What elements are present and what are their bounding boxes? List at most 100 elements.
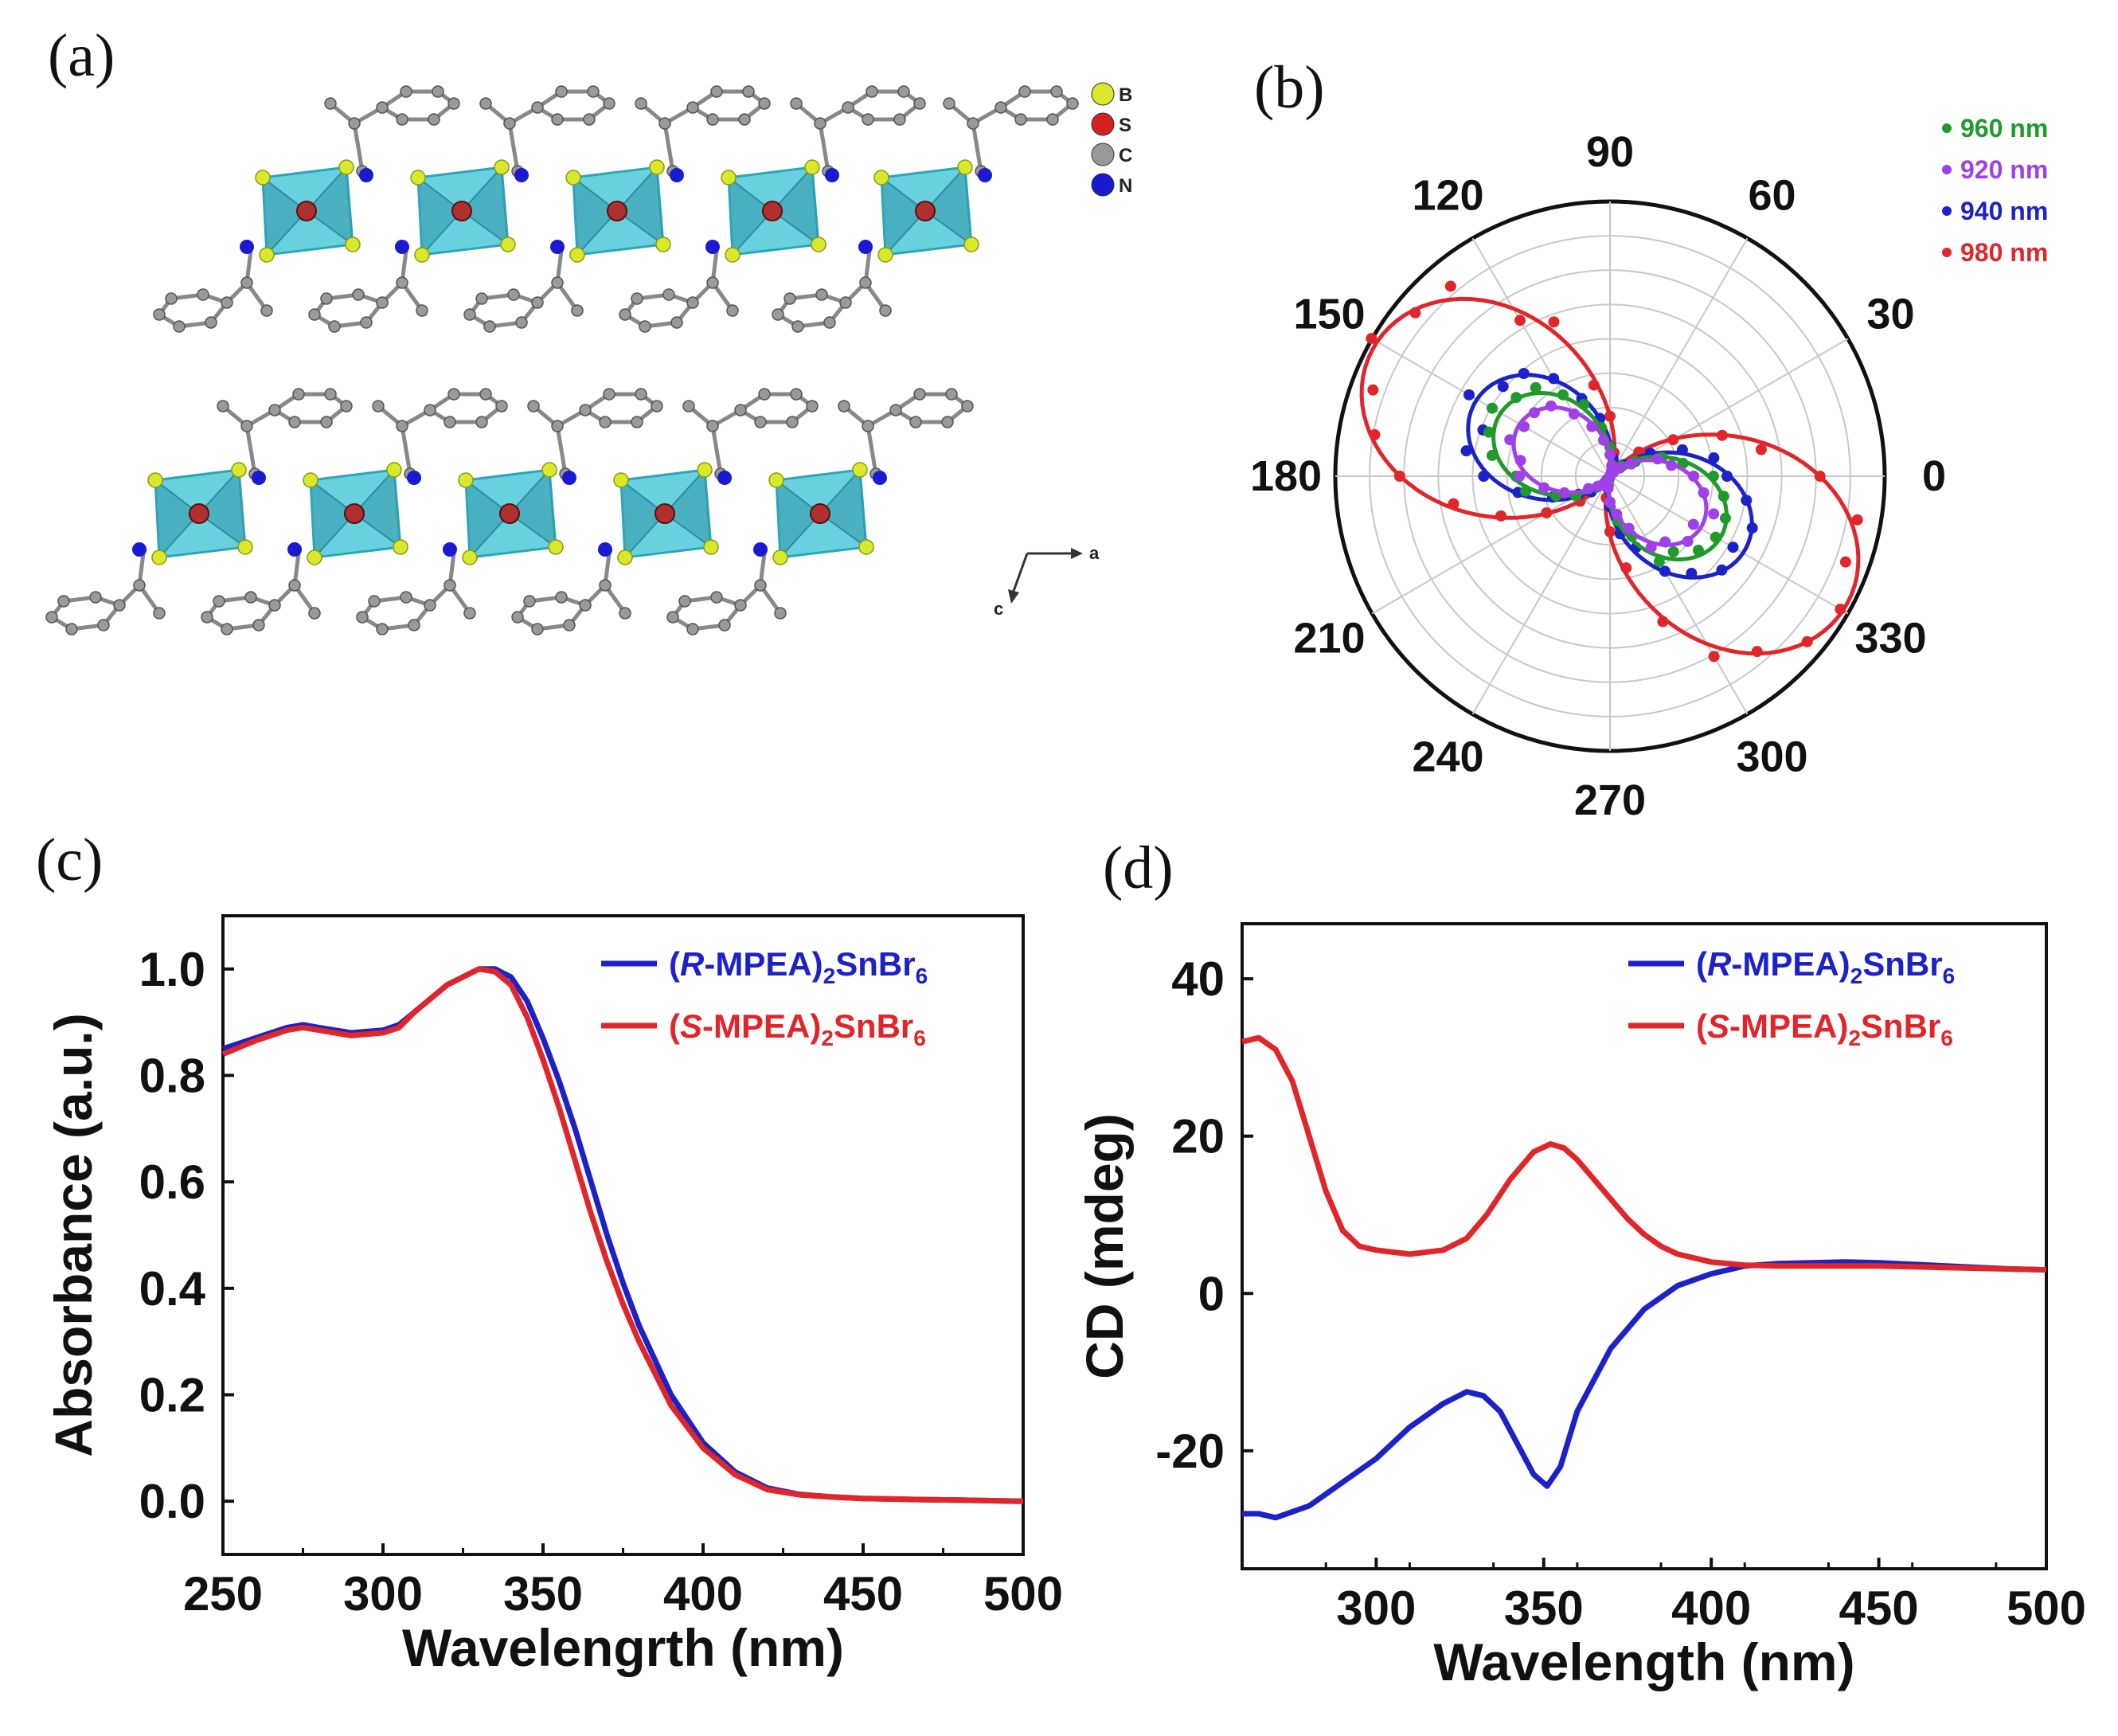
carbon-atom — [754, 579, 767, 592]
carbon-atom — [292, 388, 305, 401]
bromine-atom — [303, 472, 318, 488]
carbon-atom — [791, 320, 804, 333]
polar-data-point — [1686, 568, 1698, 580]
polar-data-point — [1746, 522, 1758, 534]
octahedron-face — [510, 470, 556, 547]
legend-label-part: -MPEA) — [1729, 1007, 1848, 1045]
nitrogen-atom — [514, 168, 529, 182]
polar-data-point — [1682, 535, 1694, 547]
carbon-atom — [153, 607, 166, 620]
polar-data-point — [1393, 471, 1405, 482]
polar-data-point — [1710, 531, 1721, 543]
carbon-atom — [368, 595, 381, 608]
polar-angle-tick: 150 — [1293, 291, 1365, 338]
polar-data-point — [1716, 429, 1728, 441]
carbon-atom — [252, 619, 265, 631]
carbon-atom — [571, 304, 584, 317]
panel-label-b: (b) — [1254, 54, 1325, 121]
nitrogen-atom — [240, 240, 254, 254]
cation-bonds — [484, 102, 539, 172]
carbon-atom — [221, 296, 233, 309]
carbon-atom — [1066, 97, 1079, 110]
carbon-atom — [862, 113, 874, 126]
bromine-atom — [703, 539, 719, 555]
polar-data-point — [1851, 514, 1863, 526]
x-tick-label: 450 — [1839, 1582, 1919, 1635]
polar-data-point — [1487, 402, 1499, 414]
carbon-atom — [838, 400, 850, 412]
polar-angle-tick: 210 — [1293, 615, 1365, 663]
x-tick-label: 300 — [1336, 1582, 1416, 1635]
polar-spoke — [1609, 237, 1749, 477]
carbon-atom — [360, 316, 373, 329]
carbon-atom — [551, 420, 564, 432]
carbon-atom — [356, 611, 369, 624]
atom-legend-label: B — [1119, 84, 1132, 106]
legend-label: (R-MPEA)2SnBr6 — [1696, 945, 1955, 988]
tin-atom — [344, 503, 365, 524]
nitrogen-atom — [978, 168, 992, 182]
nitrogen-atom — [407, 471, 421, 485]
tin-atom — [499, 503, 520, 524]
legend-label-part: -MPEA) — [702, 1007, 821, 1045]
bromine-atom — [414, 247, 430, 263]
carbon-atom — [686, 623, 699, 635]
cation-bonds — [329, 102, 384, 172]
carbon-atom — [839, 296, 852, 309]
bromine-atom — [231, 462, 247, 478]
carbon-atom — [432, 85, 444, 98]
axis-c-label: c — [994, 599, 1003, 619]
carbon-atom — [563, 619, 576, 631]
bromine-atom — [811, 237, 826, 252]
polar-data-point — [1688, 471, 1700, 482]
x-tick-label: 500 — [2007, 1582, 2086, 1635]
carbon-atom — [408, 619, 420, 631]
bromine-atom — [613, 472, 629, 488]
carbon-atom — [463, 308, 476, 321]
carbon-atom — [324, 97, 337, 110]
carbon-atom — [400, 85, 412, 98]
legend-label-part: ( — [669, 1007, 680, 1045]
carbon-atom — [376, 623, 389, 635]
polar-data-point — [1721, 471, 1733, 482]
bromine-atom — [462, 549, 478, 565]
tin-atom — [810, 503, 830, 524]
tin-atom — [762, 201, 783, 221]
carbon-atom — [893, 113, 906, 126]
polar-angle-tick: 120 — [1412, 172, 1483, 220]
polar-data-point — [1460, 445, 1472, 457]
atom-legend-swatch-icon — [1091, 82, 1115, 106]
polar-data-point — [1651, 453, 1663, 465]
carbon-atom — [444, 416, 456, 428]
cation-bonds — [842, 405, 897, 475]
polar-legend-marker-icon — [1942, 123, 1952, 133]
polar-legend-marker-icon — [1942, 165, 1952, 174]
series-line — [221, 966, 1024, 1504]
bromine-atom — [410, 170, 426, 186]
carbon-atom — [244, 591, 257, 604]
carbon-atom — [515, 316, 528, 329]
carbon-atom — [758, 97, 771, 110]
carbon-atom — [240, 276, 253, 289]
bromine-atom — [873, 170, 889, 186]
polar-data-point — [1687, 518, 1699, 530]
carbon-atom — [734, 599, 747, 612]
legend-label: (R-MPEA)2SnBr6 — [669, 945, 928, 988]
bromine-atom — [494, 159, 510, 175]
polar-data-point — [1530, 381, 1542, 393]
carbon-atom — [555, 591, 568, 604]
polar-data-point — [1478, 471, 1490, 482]
carbon-atom — [1014, 113, 1027, 126]
y-tick-label: 40 — [1171, 952, 1225, 1006]
polar-legend-label: 920 nm — [1960, 155, 2048, 184]
bromine-atom — [338, 159, 354, 175]
x-tick-label: 400 — [1671, 1582, 1751, 1635]
polar-data-point — [1409, 307, 1421, 319]
series-line — [1241, 1034, 2047, 1273]
polar-spoke — [1471, 475, 1611, 715]
polar-data-point — [1463, 389, 1475, 401]
carbon-atom — [662, 288, 675, 301]
carbon-atom — [173, 320, 186, 333]
carbon-atom — [631, 292, 643, 305]
